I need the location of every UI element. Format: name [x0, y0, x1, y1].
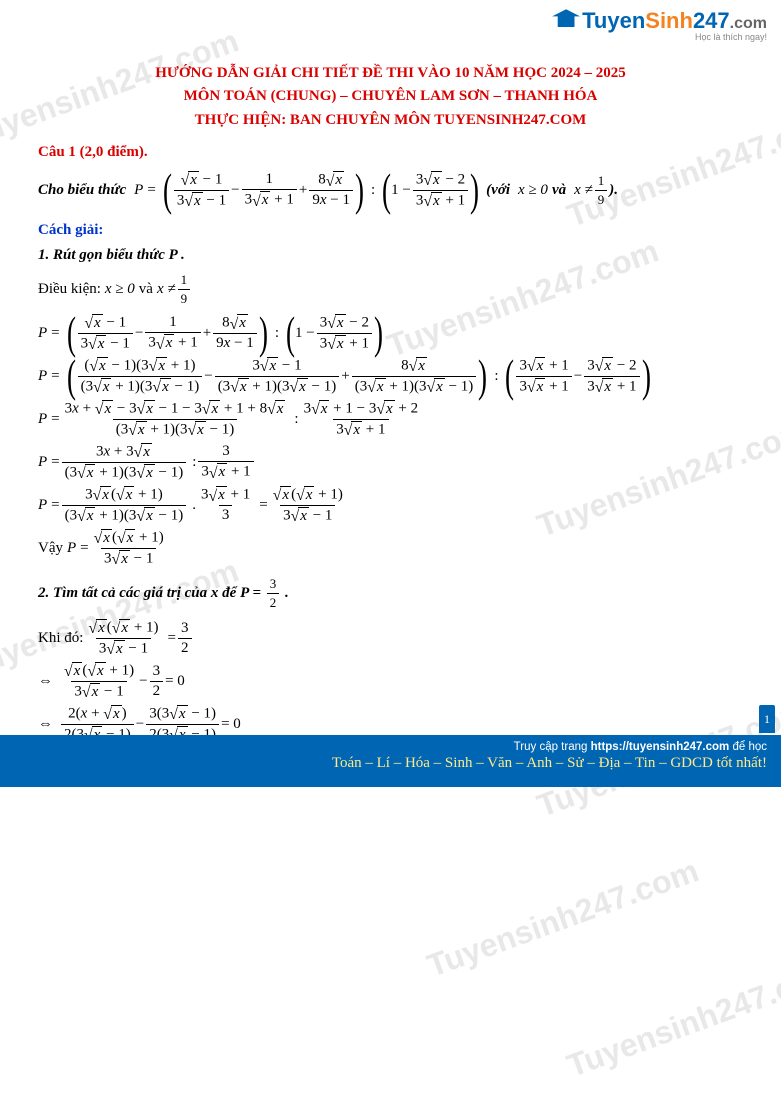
footer-link: https://tuyensinh247.com	[591, 741, 730, 753]
solution-label: Cách giải:	[38, 222, 743, 239]
title-block: HƯỚNG DẪN GIẢI CHI TIẾT ĐỀ THI VÀO 10 NĂ…	[38, 62, 743, 132]
part2-step-0: Khi đó: √x(√x + 1)3√x − 1 = 32	[38, 619, 743, 658]
logo-pre: Tuyen	[582, 8, 645, 33]
site-logo: TuyenSinh247.com Học là thích ngay!	[552, 8, 767, 42]
watermark: Tuyensinh247.com	[422, 852, 703, 984]
question-1-label: Câu 1 (2,0 điểm).	[38, 144, 743, 161]
title-line-3: THỰC HIỆN: BAN CHUYÊN MÔN TUYENSINH247.C…	[38, 109, 743, 132]
logo-num: 247	[693, 8, 730, 33]
eq-step-3: P= 3x + √x − 3√x − 1 − 3√x + 1 + 8√x(3√x…	[38, 400, 743, 439]
logo-mid: Sinh	[645, 8, 693, 33]
footer-post: để học	[732, 741, 767, 753]
question-1-expression: Cho biểu thức P = √x − 13√x − 1 − 13√x +…	[38, 171, 743, 210]
part2-step-1: ⇔ √x(√x + 1)3√x − 1 − 32 = 0	[38, 662, 743, 701]
footer-subjects: Toán – Lí – Hóa – Sinh – Văn – Anh – Sử …	[14, 755, 767, 772]
title-line-2: MÔN TOÁN (CHUNG) – CHUYÊN LAM SƠN – THAN…	[38, 85, 743, 108]
graduation-cap-icon	[552, 9, 580, 27]
title-line-1: HƯỚNG DẪN GIẢI CHI TIẾT ĐỀ THI VÀO 10 NĂ…	[38, 62, 743, 85]
page-number: 1	[759, 705, 775, 733]
eq-step-5: P= 3√x(√x + 1)(3√x + 1)(3√x − 1) . 3√x +…	[38, 486, 743, 525]
eq-step-2: P= (√x − 1)(3√x + 1)(3√x + 1)(3√x − 1) −…	[38, 357, 743, 396]
logo-suf: .com	[730, 15, 767, 32]
conclusion-line: Vậy P= √x(√x + 1)3√x − 1	[38, 529, 743, 568]
footer-pre: Truy cập trang	[514, 741, 588, 753]
condition-line: Điều kiện: x ≥ 0 và x ≠ 19	[38, 272, 743, 308]
eq-step-1: P= √x − 13√x − 1 − 13√x + 1 + 8√x9x − 1 …	[38, 314, 743, 353]
part-1-label: 1. Rút gọn biểu thức P .	[38, 247, 743, 264]
part-2-label: 2. Tìm tất cả các giá trị của x để P = 3…	[38, 576, 743, 611]
watermark: Tuyensinh247.com	[562, 952, 781, 1084]
page-footer: Truy cập trang https://tuyensinh247.com …	[0, 735, 781, 787]
eq-step-4: P= 3x + 3√x(3√x + 1)(3√x − 1) : 33√x + 1	[38, 443, 743, 482]
